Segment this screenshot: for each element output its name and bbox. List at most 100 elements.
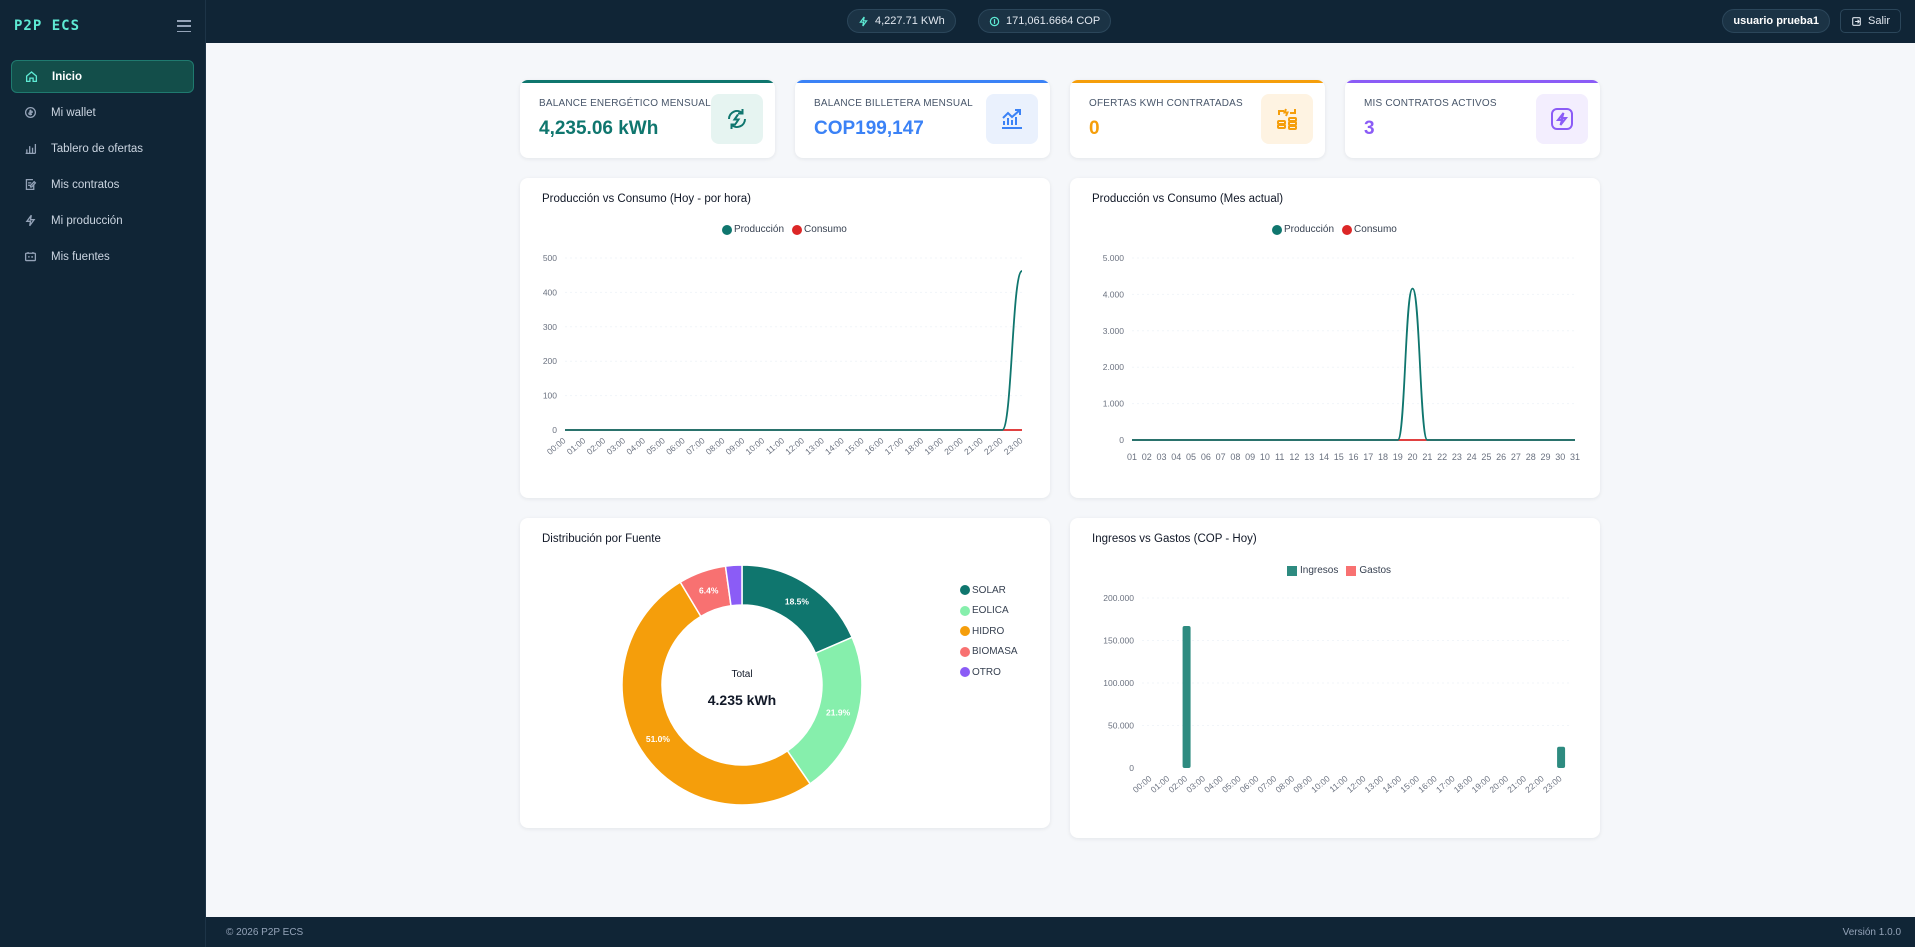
sidebar-item-produccion[interactable]: Mi producción [11, 204, 194, 237]
legend-item-consumo[interactable]: Consumo [792, 224, 847, 235]
bolt-box-icon [1536, 94, 1588, 144]
x-tick-label: 11:00 [1327, 773, 1349, 794]
chart-panel-produccion-hora: Producción vs Consumo (Hoy - por hora) P… [520, 178, 1050, 498]
legend-item-consumo[interactable]: Consumo [1342, 224, 1397, 235]
x-tick-label: 11 [1275, 452, 1284, 462]
y-tick-label: 5.000 [1103, 253, 1125, 263]
brand-logo: P2P ECS [14, 18, 81, 34]
money-balance-pill: 171,061.6664 COP [978, 9, 1112, 33]
x-tick-label: 05 [1186, 452, 1196, 462]
x-tick-label: 14:00 [1380, 773, 1403, 795]
legend-item-produccion[interactable]: Producción [1272, 224, 1334, 235]
kpi-label: OFERTAS KWH CONTRATADAS [1089, 98, 1243, 109]
x-tick-label: 04:00 [1202, 773, 1225, 795]
y-tick-label: 200.000 [1103, 593, 1134, 603]
x-tick-label: 30 [1555, 452, 1565, 462]
kpi-label: MIS CONTRATOS ACTIVOS [1364, 98, 1497, 109]
y-tick-label: 500 [543, 253, 557, 263]
y-tick-label: 0 [1119, 435, 1124, 445]
x-tick-label: 11:00 [764, 435, 786, 456]
slice-label: 18.5% [785, 596, 810, 606]
chart-title: Producción vs Consumo (Hoy - por hora) [542, 193, 751, 205]
sidebar-item-inicio[interactable]: Inicio [11, 60, 194, 93]
x-tick-label: 03:00 [1184, 773, 1207, 795]
sidebar-item-label: Mi producción [51, 214, 123, 227]
legend-item-otro[interactable]: OTRO [960, 662, 1018, 683]
x-tick-label: 18 [1378, 452, 1388, 462]
x-tick-label: 01:00 [1149, 773, 1172, 795]
kpi-value: COP199,147 [814, 118, 924, 139]
legend-label: EOLICA [972, 605, 1009, 617]
x-tick-label: 22:00 [1523, 773, 1546, 795]
x-tick-label: 23 [1452, 452, 1462, 462]
footer-copyright: © 2026 P2P ECS [226, 926, 304, 938]
x-tick-label: 01 [1127, 452, 1137, 462]
x-tick-label: 22 [1437, 452, 1447, 462]
x-tick-label: 17:00 [883, 435, 906, 457]
bar-chart-icon [23, 142, 37, 156]
hamburger-menu-icon[interactable] [177, 20, 191, 32]
legend-label: Producción [734, 224, 785, 235]
x-tick-label: 09:00 [1291, 773, 1314, 795]
x-tick-label: 20:00 [1487, 773, 1510, 795]
x-tick-label: 05:00 [644, 435, 667, 457]
kpi-ofertas-contratadas: OFERTAS KWH CONTRATADAS 0 [1070, 80, 1325, 158]
x-tick-label: 13:00 [803, 435, 826, 457]
x-tick-label: 17:00 [1434, 773, 1457, 795]
legend-item-produccion[interactable]: Producción [722, 224, 784, 235]
money-balance-value: 171,061.6664 COP [1006, 15, 1101, 27]
x-tick-label: 07 [1216, 452, 1226, 462]
x-tick-label: 04 [1171, 452, 1181, 462]
x-tick-label: 12:00 [783, 435, 806, 457]
donut-slice-hidro [621, 581, 812, 806]
x-tick-label: 08:00 [1273, 773, 1296, 795]
chart-legend: Ingresos Gastos [1287, 565, 1399, 576]
line-chart-hourly: 0 100 200 300 400 500 00:0001:0002:0003:0004:0… [543, 253, 1025, 457]
x-tick-label: 08 [1230, 452, 1240, 462]
kpi-accent-bar [520, 80, 775, 83]
chart-legend: Producción Consumo [722, 224, 855, 235]
sidebar-item-label: Tablero de ofertas [51, 142, 144, 155]
x-tick-label: 03:00 [604, 435, 627, 457]
bar-ingresos [1557, 746, 1566, 768]
legend-item-solar[interactable]: SOLAR [960, 580, 1018, 601]
legend-label: HIDRO [972, 625, 1005, 637]
sidebar-item-tablero-ofertas[interactable]: Tablero de ofertas [11, 132, 194, 165]
x-tick-label: 02:00 [1166, 773, 1189, 795]
y-tick-label: 0 [552, 425, 557, 435]
x-tick-label: 18:00 [1452, 773, 1475, 795]
x-tick-label: 22:00 [982, 435, 1005, 457]
x-tick-label: 01:00 [565, 435, 588, 457]
legend-item-eolica[interactable]: EOLICA [960, 601, 1018, 622]
x-tick-label: 06:00 [664, 435, 687, 457]
y-tick-label: 400 [543, 287, 557, 297]
sidebar-item-wallet[interactable]: Mi wallet [11, 96, 194, 129]
footer: © 2026 P2P ECS Versión 1.0.0 [206, 917, 1915, 947]
x-tick-label: 31 [1570, 452, 1580, 462]
legend-item-ingresos[interactable]: Ingresos [1287, 565, 1338, 576]
kpi-contratos-activos: MIS CONTRATOS ACTIVOS 3 [1345, 80, 1600, 158]
chart-title: Producción vs Consumo (Mes actual) [1092, 193, 1284, 205]
slice-label: 6.4% [699, 586, 719, 596]
user-menu[interactable]: usuario prueba1 [1722, 9, 1830, 33]
x-tick-label: 25 [1481, 452, 1491, 462]
sidebar-item-contratos[interactable]: Mis contratos [11, 168, 194, 201]
legend-item-biomasa[interactable]: BIOMASA [960, 642, 1018, 663]
x-tick-label: 13 [1304, 452, 1314, 462]
legend-item-gastos[interactable]: Gastos [1346, 565, 1391, 576]
donut-slice-solar [741, 564, 854, 655]
x-tick-label: 15 [1334, 452, 1344, 462]
x-tick-label: 02 [1142, 452, 1152, 462]
legend-label: SOLAR [972, 584, 1006, 596]
x-tick-label: 14:00 [823, 435, 846, 457]
kpi-value: 0 [1089, 118, 1100, 139]
x-tick-label: 02:00 [585, 435, 608, 457]
y-tick-label: 0 [1129, 763, 1134, 773]
legend-item-hidro[interactable]: HIDRO [960, 621, 1018, 642]
sidebar-item-fuentes[interactable]: Mis fuentes [11, 240, 194, 273]
chart-panel-ingresos-gastos: Ingresos vs Gastos (COP - Hoy) Ingresos … [1070, 518, 1600, 838]
logout-button[interactable]: Salir [1839, 9, 1901, 33]
x-tick-label: 09:00 [724, 435, 747, 457]
x-tick-label: 16:00 [863, 435, 886, 457]
x-tick-label: 17 [1363, 452, 1373, 462]
